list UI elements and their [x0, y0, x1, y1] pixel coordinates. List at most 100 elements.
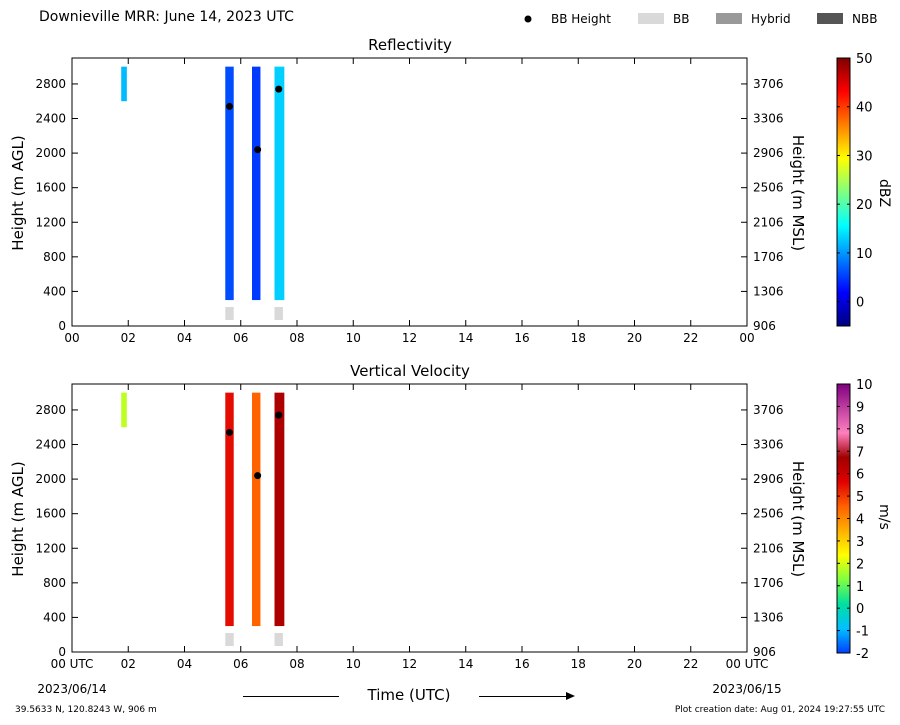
legend-swatch — [716, 13, 742, 24]
x-tick-label: 14 — [458, 331, 473, 345]
legend-swatch — [817, 13, 843, 24]
y-tick-label: 2800 — [35, 403, 66, 417]
echo-column — [225, 392, 234, 627]
x-tick-label: 10 — [346, 331, 361, 345]
echo-column — [121, 392, 127, 428]
plot-creation-date: Plot creation date: Aug 01, 2024 19:27:5… — [674, 705, 885, 715]
colorbar-tick-label: 10 — [856, 378, 873, 393]
colorbar-tick-label: -2 — [856, 647, 869, 662]
y-tick-label: 400 — [43, 284, 66, 298]
x-tick-label: 00 UTC — [726, 657, 769, 671]
x-tick-label: 16 — [514, 657, 529, 671]
y-tick-label-right: 2506 — [753, 181, 784, 195]
y-tick-label: 1200 — [35, 541, 66, 555]
bb-flag — [274, 633, 283, 646]
velocity-y-label-left: Height (m AGL) — [9, 461, 27, 577]
x-tick-label: 04 — [177, 657, 192, 671]
y-tick-label-right: 2106 — [753, 215, 784, 229]
x-tick-label: 12 — [402, 331, 417, 345]
y-tick-label: 800 — [43, 576, 66, 590]
y-tick-label-right: 1706 — [753, 576, 784, 590]
colorbar-tick-label: 9 — [856, 400, 864, 415]
x-tick-label: 22 — [683, 331, 698, 345]
x-tick-label: 16 — [514, 331, 529, 345]
y-tick-label-right: 3306 — [753, 112, 784, 126]
y-tick-label-right: 1306 — [753, 610, 784, 624]
y-tick-label: 0 — [58, 319, 66, 333]
y-tick-label-right: 906 — [753, 645, 776, 659]
x-tick-label: 08 — [289, 331, 304, 345]
y-tick-label-right: 1306 — [753, 284, 784, 298]
colorbar-tick-label: 8 — [856, 423, 864, 438]
y-tick-label: 2800 — [35, 77, 66, 91]
bb-flag — [274, 307, 283, 320]
bb-height-point — [226, 428, 233, 436]
legend-bb-height-marker — [524, 15, 532, 23]
x-tick-label: 10 — [346, 657, 361, 671]
y-tick-label: 400 — [43, 610, 66, 624]
x-tick-label: 06 — [233, 331, 248, 345]
echo-column — [274, 392, 285, 627]
colorbar-tick-label: 0 — [856, 602, 864, 617]
echo-column — [252, 392, 261, 627]
y-tick-label-right: 3706 — [753, 77, 784, 91]
echo-column — [121, 66, 127, 102]
x-tick-label: 00 UTC — [51, 657, 94, 671]
y-tick-label: 2400 — [35, 112, 66, 126]
bb-height-point — [226, 102, 233, 110]
x-tick-label: 22 — [683, 657, 698, 671]
y-tick-label-right: 2906 — [753, 472, 784, 486]
bb-height-point — [275, 85, 283, 93]
y-tick-label-right: 3706 — [753, 403, 784, 417]
bb-height-point — [275, 411, 283, 419]
colorbar-tick-label: -1 — [856, 625, 869, 640]
colorbar-tick-label: 4 — [856, 513, 864, 528]
figure-title: Downieville MRR: June 14, 2023 UTC — [39, 9, 294, 25]
legend-label: Hybrid — [751, 12, 791, 26]
colorbar-tick-label: 50 — [856, 52, 873, 67]
plot-frame — [71, 383, 748, 653]
x-tick-label: 14 — [458, 657, 473, 671]
legend-swatch — [638, 13, 664, 24]
time-arrow-left-line — [243, 696, 339, 697]
y-tick-label: 800 — [43, 250, 66, 264]
bb-height-point — [254, 146, 262, 154]
colorbar-tick-label: 6 — [856, 468, 864, 483]
reflectivity-y-label-left: Height (m AGL) — [9, 135, 27, 251]
legend-label: BB — [673, 12, 689, 26]
reflectivity-y-label-right: Height (m MSL) — [789, 134, 807, 252]
x-tick-label: 18 — [571, 331, 586, 345]
velocity-title: Vertical Velocity — [350, 362, 470, 380]
y-tick-label: 2400 — [35, 438, 66, 452]
time-arrow-head — [566, 692, 575, 700]
time-arrow-right — [479, 696, 569, 697]
y-tick-label-right: 3306 — [753, 438, 784, 452]
y-tick-label-right: 906 — [753, 319, 776, 333]
x-tick-label: 02 — [121, 657, 136, 671]
x-tick-label: 08 — [289, 657, 304, 671]
x-tick-label: 20 — [627, 331, 642, 345]
y-tick-label: 2000 — [35, 472, 66, 486]
y-tick-label: 1600 — [35, 507, 66, 521]
y-tick-label: 0 — [58, 645, 66, 659]
colorbar-tick-label: 20 — [856, 198, 873, 213]
x-tick-label: 00 — [739, 331, 754, 345]
velocity-y-label-right: Height (m MSL) — [789, 460, 807, 578]
echo-column — [225, 66, 234, 301]
colorbar-tick-label: 40 — [856, 101, 873, 116]
bb-height-point — [254, 472, 262, 480]
colorbar-tick-label: 5 — [856, 490, 864, 505]
bb-flag — [225, 633, 234, 646]
legend-label: NBB — [852, 12, 877, 26]
legend-label: BB Height — [551, 12, 611, 26]
header-legend: BB Height BB Hybrid NBB — [524, 12, 877, 26]
y-tick-label-right: 2506 — [753, 507, 784, 521]
velocity-colorbar-label: m/s — [876, 504, 892, 530]
colorbar-tick-label: 3 — [856, 535, 864, 550]
x-tick-label: 20 — [627, 657, 642, 671]
y-tick-label-right: 2106 — [753, 541, 784, 555]
x-tick-label: 18 — [571, 657, 586, 671]
reflectivity-colorbar-label: dBZ — [876, 178, 892, 208]
